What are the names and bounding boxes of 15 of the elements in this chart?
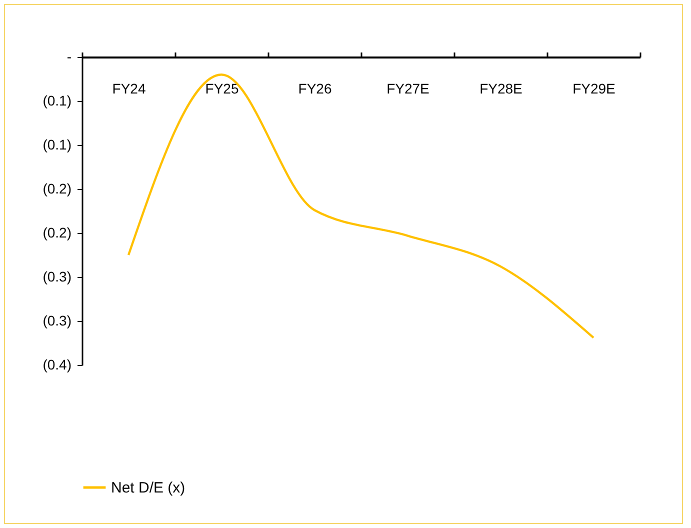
x-tick-label: FY28E (480, 80, 522, 96)
y-tick-label: (0.2) (42, 224, 72, 240)
y-tick-label: - (66, 48, 72, 64)
y-tick-label: (0.3) (42, 268, 72, 284)
x-tick-label: FY27E (386, 80, 430, 96)
y-tick-label: (0.3) (42, 312, 72, 328)
x-tick-label: FY25 (205, 80, 239, 96)
x-tick-label: FY26 (298, 80, 332, 96)
y-tick-label: (0.1) (42, 136, 72, 152)
y-tick-label: (0.1) (42, 92, 72, 108)
y-tick-label: (0.4) (42, 356, 72, 372)
y-tick-label: (0.2) (42, 180, 72, 196)
x-tick-label: FY29E (572, 80, 616, 96)
x-tick-label: FY24 (112, 80, 146, 96)
legend-label: Net D/E (x) (111, 480, 186, 496)
